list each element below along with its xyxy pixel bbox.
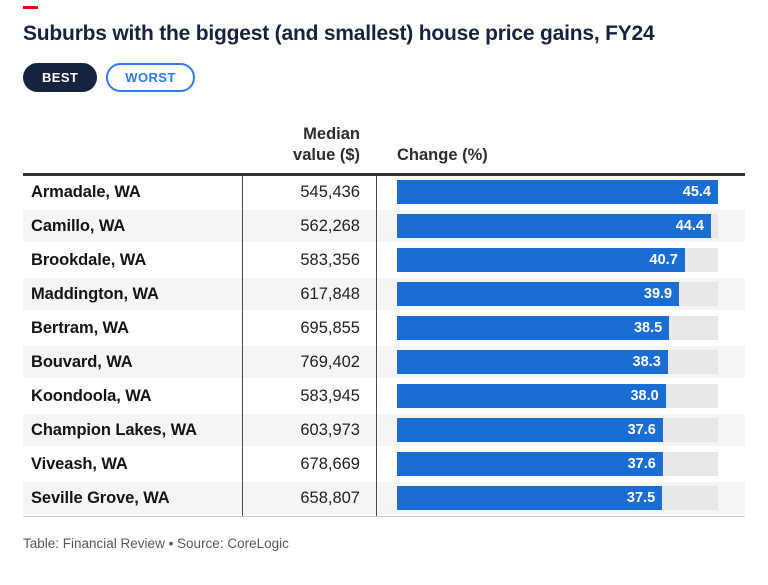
suburb-name: Bertram, WA [31, 318, 129, 337]
best-worst-toggle-group: BEST WORST [23, 63, 195, 92]
median-value: 678,669 [300, 454, 360, 473]
change-bar-track: 37.6 [397, 452, 718, 476]
toggle-best[interactable]: BEST [23, 63, 98, 92]
page-title: Suburbs with the biggest (and smallest) … [23, 22, 655, 45]
column-header-change: Change (%) [397, 145, 488, 164]
median-value: 658,807 [300, 488, 360, 507]
change-bar-value: 38.5 [633, 320, 663, 336]
suburb-name: Champion Lakes, WA [31, 420, 197, 439]
table-row: Seville Grove, WA 658,807 37.5 [23, 482, 745, 516]
change-bar-fill: 37.5 [397, 486, 663, 510]
median-value: 562,268 [300, 216, 360, 235]
suburb-name: Bouvard, WA [31, 352, 133, 371]
change-cell: 37.6 [376, 452, 745, 476]
change-bar-value: 45.4 [682, 184, 711, 200]
change-bar-value: 40.7 [649, 252, 678, 268]
median-value: 695,855 [300, 318, 360, 337]
change-bar-track: 38.5 [397, 316, 718, 340]
change-bar-track: 39.9 [397, 282, 718, 306]
change-bar-value: 37.5 [626, 490, 656, 506]
change-bar-track: 37.5 [397, 486, 718, 510]
change-cell: 38.3 [376, 350, 745, 374]
brand-dash-icon [23, 6, 38, 9]
table-body: Armadale, WA 545,436 45.4 Camillo, WA 56… [23, 176, 745, 517]
change-bar-track: 38.0 [397, 384, 718, 408]
change-bar-fill: 40.7 [397, 248, 685, 272]
change-bar-value: 37.6 [627, 422, 656, 438]
median-value: 583,356 [300, 250, 360, 269]
column-header-median-value: Median value ($) [293, 124, 360, 164]
change-cell: 40.7 [376, 248, 745, 272]
suburb-name: Seville Grove, WA [31, 488, 170, 507]
column-divider [242, 176, 243, 516]
change-bar-value: 39.9 [643, 286, 673, 302]
change-bar-value: 44.4 [675, 218, 704, 234]
change-bar-fill: 37.6 [397, 452, 663, 476]
change-bar-fill: 45.4 [397, 180, 718, 204]
table-row: Camillo, WA 562,268 44.4 [23, 210, 745, 244]
change-cell: 37.5 [376, 486, 745, 510]
change-cell: 37.6 [376, 418, 745, 442]
suburb-name: Camillo, WA [31, 216, 126, 235]
median-value: 769,402 [300, 352, 360, 371]
suburb-name: Armadale, WA [31, 182, 141, 201]
median-value: 617,848 [300, 284, 360, 303]
table-row: Champion Lakes, WA 603,973 37.6 [23, 414, 745, 448]
table-row: Armadale, WA 545,436 45.4 [23, 176, 745, 210]
table-row: Brookdale, WA 583,356 40.7 [23, 244, 745, 278]
change-cell: 39.9 [376, 282, 745, 306]
change-bar-track: 45.4 [397, 180, 718, 204]
change-bar-fill: 38.3 [397, 350, 668, 374]
change-cell: 44.4 [376, 214, 745, 238]
table-row: Bouvard, WA 769,402 38.3 [23, 346, 745, 380]
median-value: 603,973 [300, 420, 360, 439]
median-value: 545,436 [300, 182, 360, 201]
change-bar-fill: 37.6 [397, 418, 663, 442]
change-bar-fill: 44.4 [397, 214, 711, 238]
suburb-name: Maddington, WA [31, 284, 159, 303]
change-bar-track: 38.3 [397, 350, 718, 374]
column-divider [376, 176, 377, 516]
median-value: 583,945 [300, 386, 360, 405]
price-gains-table: Median value ($) Change (%) Armadale, WA… [23, 120, 745, 517]
change-bar-value: 37.6 [627, 456, 656, 472]
change-cell: 45.4 [376, 180, 745, 204]
change-cell: 38.0 [376, 384, 745, 408]
suburb-name: Koondoola, WA [31, 386, 152, 405]
change-bar-track: 40.7 [397, 248, 718, 272]
suburb-name: Viveash, WA [31, 454, 128, 473]
table-row: Maddington, WA 617,848 39.9 [23, 278, 745, 312]
suburb-name: Brookdale, WA [31, 250, 147, 269]
change-bar-value: 38.0 [630, 388, 659, 404]
toggle-worst[interactable]: WORST [106, 63, 195, 92]
table-header-row: Median value ($) Change (%) [23, 120, 745, 176]
change-bar-fill: 38.0 [397, 384, 666, 408]
change-bar-track: 44.4 [397, 214, 718, 238]
change-bar-fill: 39.9 [397, 282, 680, 306]
table-row: Bertram, WA 695,855 38.5 [23, 312, 745, 346]
change-bar-track: 37.6 [397, 418, 718, 442]
table-row: Koondoola, WA 583,945 38.0 [23, 380, 745, 414]
table-credit: Table: Financial Review • Source: CoreLo… [23, 536, 289, 551]
change-bar-value: 38.3 [632, 354, 661, 370]
change-cell: 38.5 [376, 316, 745, 340]
change-bar-fill: 38.5 [397, 316, 670, 340]
table-row: Viveash, WA 678,669 37.6 [23, 448, 745, 482]
